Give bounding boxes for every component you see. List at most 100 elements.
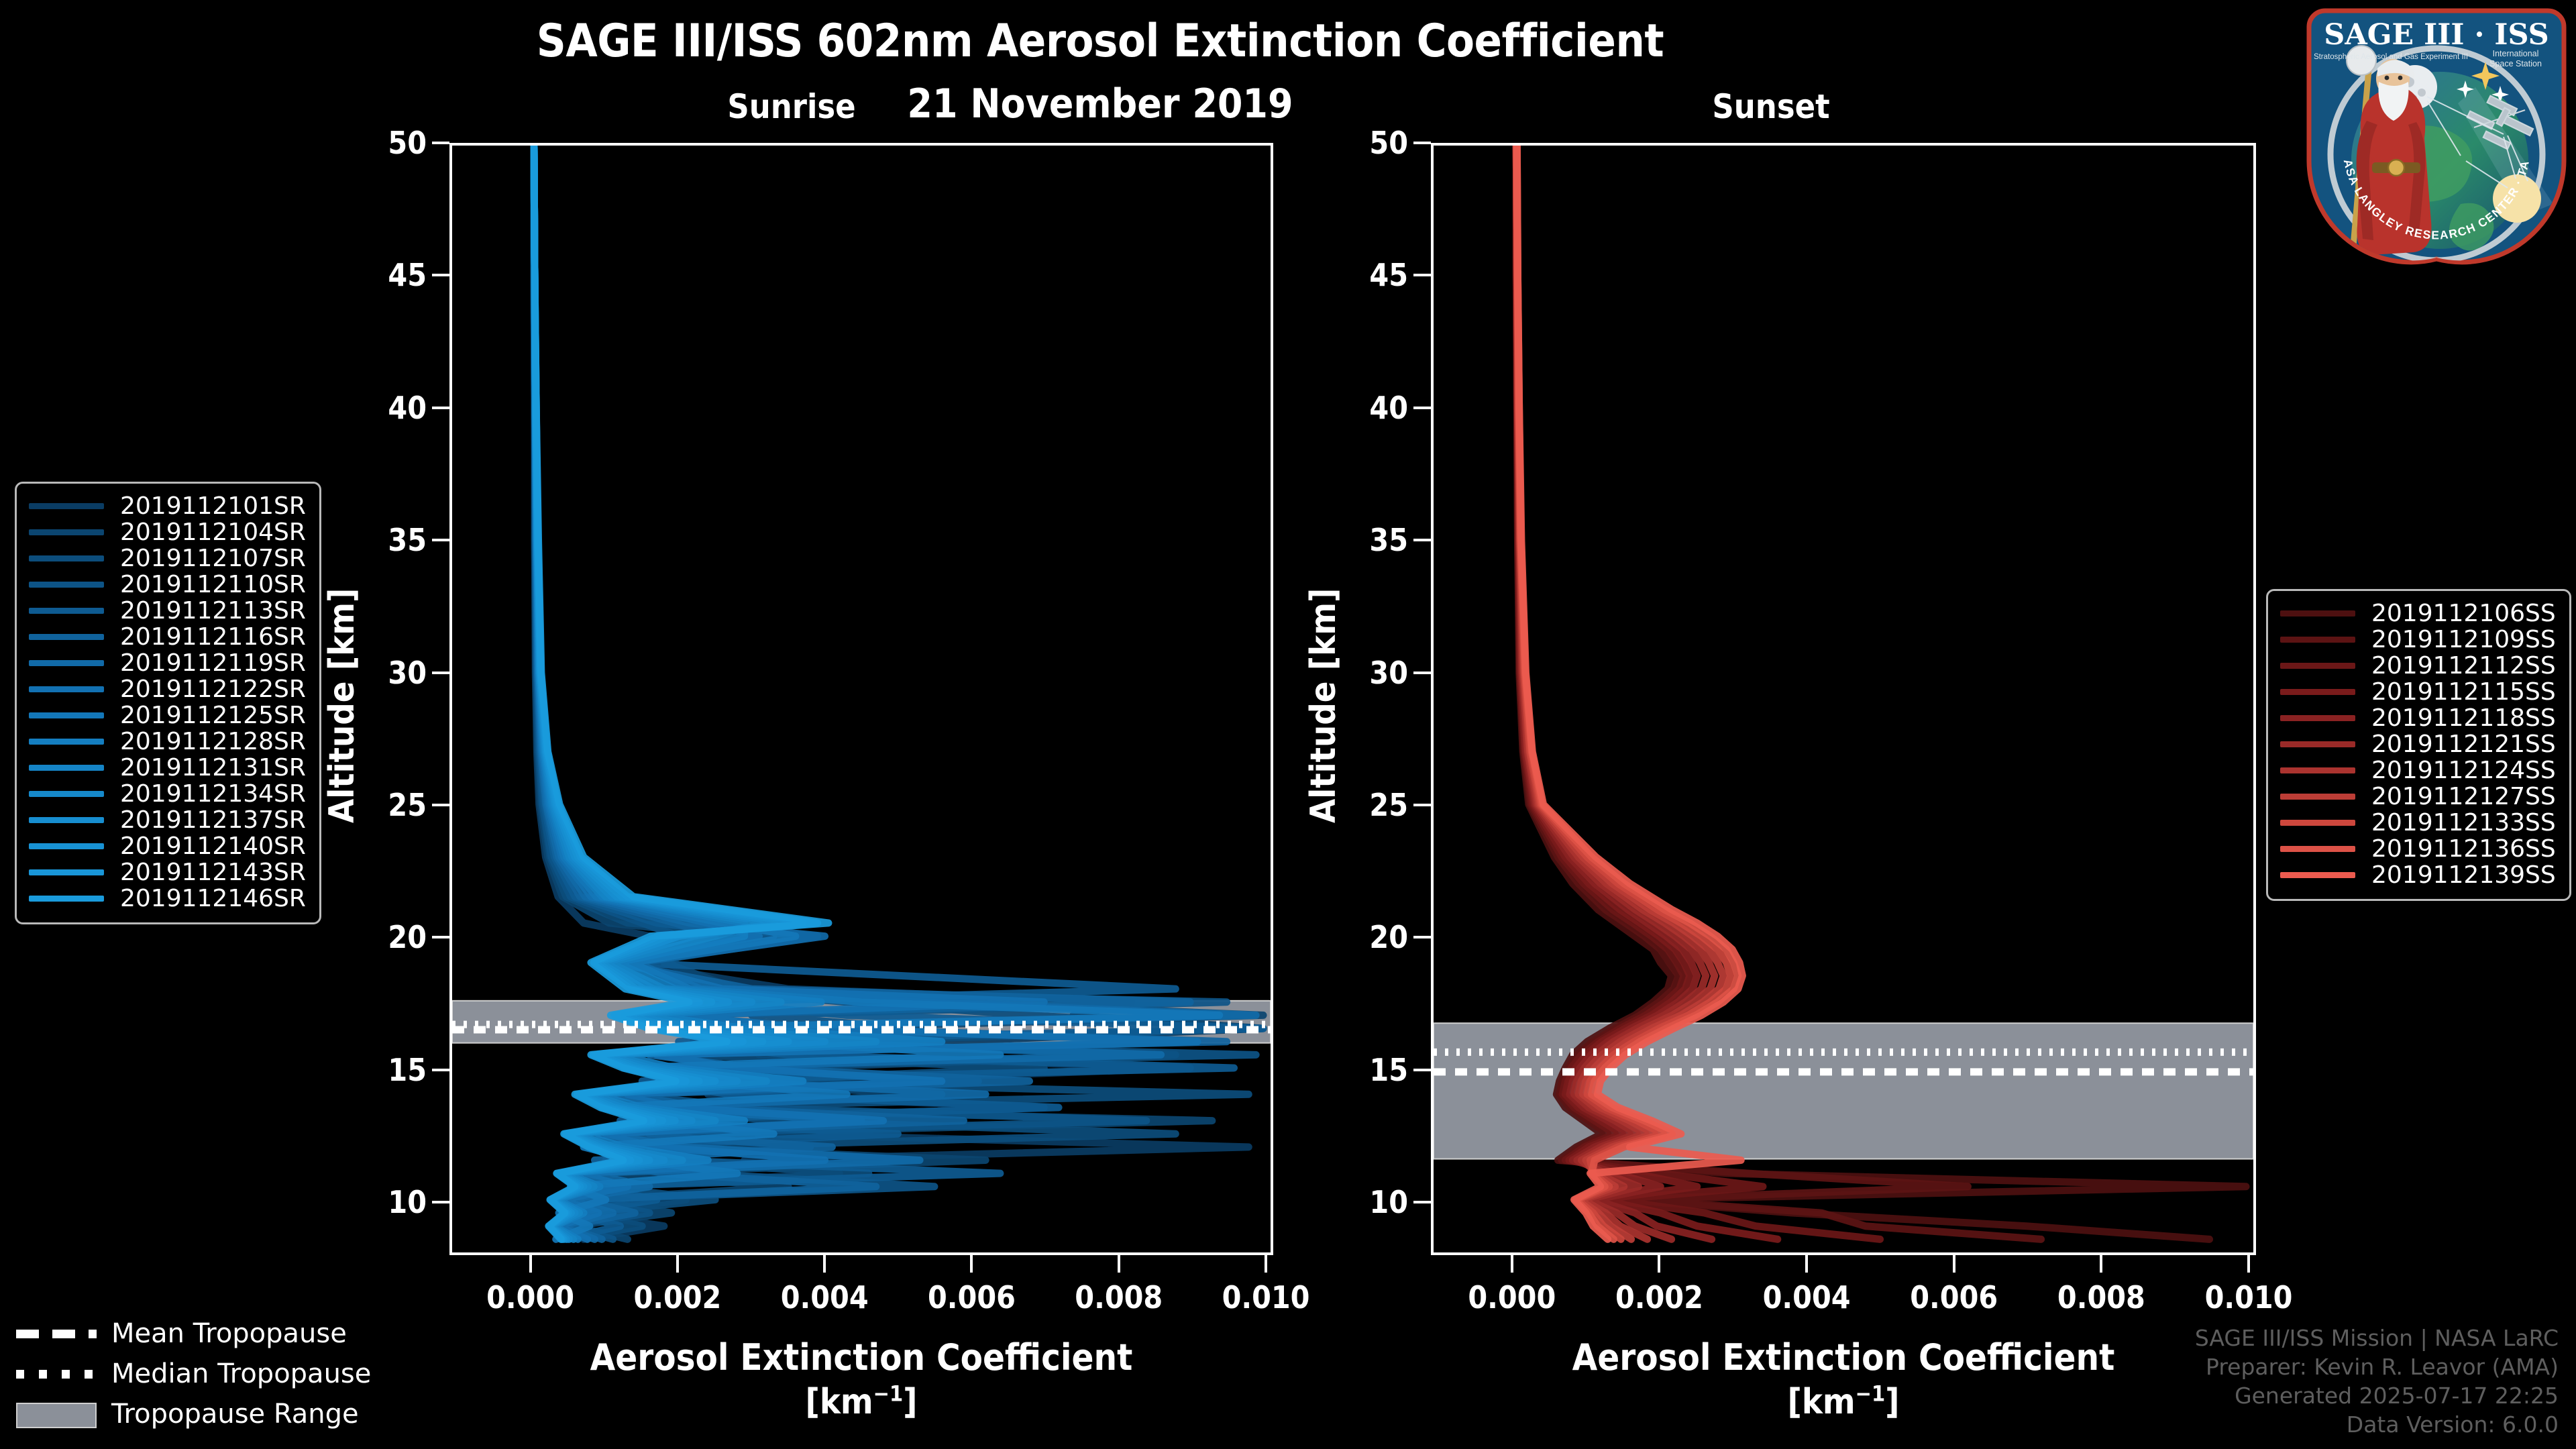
legend-label-2019112116SR: 2019112116SR: [120, 623, 306, 651]
legend-label-2019112131SR: 2019112131SR: [120, 754, 306, 782]
legend-item-2019112121SS[interactable]: 2019112121SS: [2280, 731, 2556, 758]
legend-color-swatch-icon: [29, 555, 104, 561]
legend-item-mean-tropopause: Mean Tropopause: [16, 1313, 371, 1354]
legend-color-swatch-icon: [2280, 663, 2355, 669]
legend-item-2019112115SS[interactable]: 2019112115SS: [2280, 678, 2556, 706]
legend-color-swatch-icon: [2280, 767, 2355, 773]
x-tick-label-0.002: 0.002: [1615, 1279, 1703, 1316]
legend-label-2019112109SS: 2019112109SS: [2371, 626, 2556, 653]
y-tick-label-20: 20: [388, 919, 427, 956]
x-tick-0.002: [1658, 1255, 1661, 1273]
legend-item-2019112131SR[interactable]: 2019112131SR: [29, 754, 306, 782]
legend-item-2019112134SR[interactable]: 2019112134SR: [29, 780, 306, 808]
legend-color-swatch-icon: [2280, 637, 2355, 643]
y-tick-30: [1413, 671, 1431, 674]
legend-sunrise[interactable]: 2019112101SR 2019112104SR 2019112107SR 2019…: [15, 482, 321, 924]
logo-title: SAGE III · ISS: [2324, 18, 2548, 52]
y-tick-25: [1413, 803, 1431, 806]
y-tick-10: [432, 1201, 449, 1204]
logo-subtitle-right-2: Space Station: [2489, 59, 2542, 68]
y-tick-label-35: 35: [1369, 522, 1408, 559]
x-axis-label-text: Aerosol Extinction Coefficient: [1572, 1336, 2115, 1379]
legend-label-2019112143SR: 2019112143SR: [120, 859, 306, 886]
x-tick-label-0.006: 0.006: [928, 1279, 1016, 1316]
legend-item-2019112122SR[interactable]: 2019112122SR: [29, 676, 306, 703]
legend-label-tropopause-range: Tropopause Range: [111, 1399, 359, 1430]
legend-item-2019112124SS[interactable]: 2019112124SS: [2280, 757, 2556, 784]
legend-item-2019112133SS[interactable]: 2019112133SS: [2280, 809, 2556, 837]
x-axis-label-text: Aerosol Extinction Coefficient: [590, 1336, 1133, 1379]
legend-label-2019112106SS: 2019112106SS: [2371, 600, 2556, 627]
x-tick-label-0.002: 0.002: [633, 1279, 722, 1316]
legend-color-swatch-icon: [2280, 794, 2355, 800]
legend-color-swatch-icon: [2280, 820, 2355, 826]
axis-ticks-sunset: 10 15 20 25 30 35 40 45 50 0.000 0.002 0.004 0.006 0.…: [1369, 125, 2292, 1316]
x-tick-label-0.004: 0.004: [1762, 1279, 1851, 1316]
y-tick-15: [1413, 1068, 1431, 1071]
legend-item-2019112127SS[interactable]: 2019112127SS: [2280, 783, 2556, 810]
y-tick-label-15: 15: [1369, 1051, 1408, 1088]
legend-item-2019112140SR[interactable]: 2019112140SR: [29, 833, 306, 860]
legend-label-mean-tropopause: Mean Tropopause: [111, 1318, 347, 1349]
y-tick-50: [1413, 142, 1431, 144]
legend-label-median-tropopause: Median Tropopause: [111, 1358, 372, 1389]
y-tick-label-20: 20: [1369, 919, 1408, 956]
legend-item-2019112125SR[interactable]: 2019112125SR: [29, 702, 306, 729]
legend-item-2019112128SR[interactable]: 2019112128SR: [29, 728, 306, 755]
logo-subtitle-right-1: International: [2493, 49, 2539, 58]
legend-item-2019112116SR[interactable]: 2019112116SR: [29, 623, 306, 651]
x-axis-unit: [km−1]: [805, 1381, 918, 1422]
legend-item-2019112146SR[interactable]: 2019112146SR: [29, 885, 306, 912]
legend-item-2019112110SR[interactable]: 2019112110SR: [29, 571, 306, 598]
legend-color-swatch-icon: [29, 503, 104, 509]
legend-label-2019112125SR: 2019112125SR: [120, 702, 306, 729]
x-tick-label-0.008: 0.008: [1075, 1279, 1163, 1316]
y-tick-30: [432, 671, 449, 674]
legend-item-2019112143SR[interactable]: 2019112143SR: [29, 859, 306, 886]
legend-item-2019112101SR[interactable]: 2019112101SR: [29, 492, 306, 520]
legend-item-2019112112SS[interactable]: 2019112112SS: [2280, 652, 2556, 680]
x-tick-label-0.008: 0.008: [2057, 1279, 2145, 1316]
y-axis-label-sunrise: Altitude [km]: [322, 588, 362, 823]
legend-item-2019112109SS[interactable]: 2019112109SS: [2280, 626, 2556, 653]
y-tick-40: [432, 406, 449, 409]
legend-item-2019112107SR[interactable]: 2019112107SR: [29, 545, 306, 572]
legend-label-2019112127SS: 2019112127SS: [2371, 783, 2556, 810]
legend-label-2019112122SR: 2019112122SR: [120, 676, 306, 703]
legend-item-2019112137SR[interactable]: 2019112137SR: [29, 806, 306, 834]
legend-color-swatch-icon: [29, 869, 104, 875]
legend-item-2019112113SR[interactable]: 2019112113SR: [29, 597, 306, 625]
legend-item-2019112136SS[interactable]: 2019112136SS: [2280, 835, 2556, 863]
legend-color-swatch-icon: [29, 712, 104, 718]
legend-label-2019112110SR: 2019112110SR: [120, 571, 306, 598]
legend-label-2019112146SR: 2019112146SR: [120, 885, 306, 912]
x-tick-0.008: [2100, 1255, 2103, 1273]
legend-sunset[interactable]: 2019112106SS 2019112109SS 2019112112SS 2019…: [2266, 589, 2571, 901]
x-tick-label-0.010: 0.010: [2204, 1279, 2293, 1316]
legend-label-2019112107SR: 2019112107SR: [120, 545, 306, 572]
legend-color-swatch-icon: [2280, 872, 2355, 878]
legend-label-2019112104SR: 2019112104SR: [120, 519, 306, 546]
legend-label-2019112124SS: 2019112124SS: [2371, 757, 2556, 784]
legend-label-2019112137SR: 2019112137SR: [120, 806, 306, 834]
credit-line-0: SAGE III/ISS Mission | NASA LaRC: [2194, 1325, 2559, 1352]
legend-item-2019112106SS[interactable]: 2019112106SS: [2280, 600, 2556, 627]
legend-color-swatch-icon: [29, 608, 104, 614]
legend-item-2019112104SR[interactable]: 2019112104SR: [29, 519, 306, 546]
x-tick-label-0.006: 0.006: [1910, 1279, 1998, 1316]
legend-item-2019112118SS[interactable]: 2019112118SS: [2280, 704, 2556, 732]
legend-label-2019112139SS: 2019112139SS: [2371, 861, 2556, 889]
legend-color-swatch-icon: [2280, 741, 2355, 747]
y-tick-label-25: 25: [388, 786, 427, 823]
legend-label-2019112133SS: 2019112133SS: [2371, 809, 2556, 837]
wizard-figure-icon: [2346, 45, 2432, 255]
y-tick-20: [1413, 936, 1431, 939]
panel-title-sunrise: Sunrise: [727, 87, 856, 126]
y-tick-label-30: 30: [1369, 654, 1408, 691]
legend-color-swatch-icon: [29, 634, 104, 640]
profile-curves-sunrise: [452, 146, 1271, 1243]
legend-item-2019112119SR[interactable]: 2019112119SR: [29, 649, 306, 677]
y-tick-50: [432, 142, 449, 144]
legend-item-2019112139SS[interactable]: 2019112139SS: [2280, 861, 2556, 889]
legend-color-swatch-icon: [29, 791, 104, 797]
